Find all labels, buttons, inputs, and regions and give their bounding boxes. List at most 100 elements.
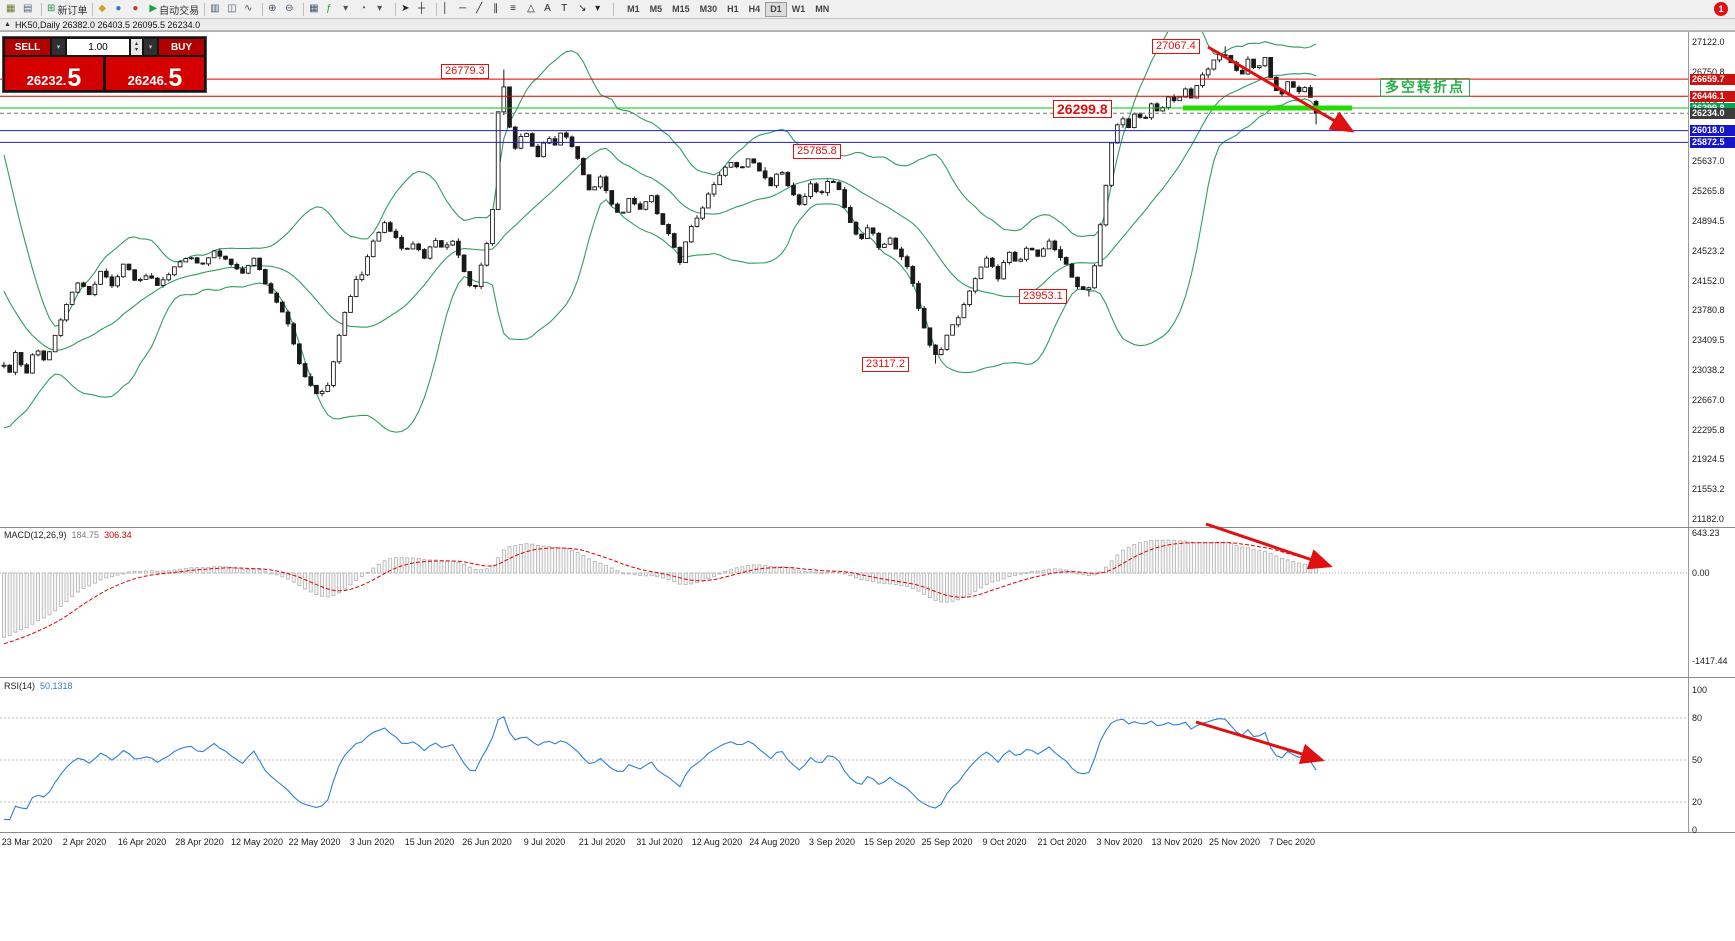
buy-dropdown[interactable]: ▾ — [144, 39, 157, 55]
stepper-up-icon[interactable]: ▴ — [134, 41, 138, 47]
trade-widget-prices: 26232. 5 26246. 5 — [5, 57, 204, 92]
timeframe-group: M1 M5 M15 M30 H1 H4 D1 W1 MN — [622, 1, 834, 17]
text-button[interactable]: A — [542, 1, 559, 18]
chart-title: HK50,Daily 26382.0 26403.5 26095.5 26234… — [14, 19, 201, 30]
timeframe-button-h1[interactable]: H1 — [727, 3, 739, 14]
shapes-icon: △ — [527, 3, 535, 14]
toolbar-separator — [92, 2, 94, 16]
indicators-icon: ƒ — [326, 3, 332, 14]
timeframe-button-m5[interactable]: M5 — [649, 3, 663, 14]
autotrade-button[interactable]: ▶ 自动交易 — [147, 1, 201, 18]
macd-label: MACD(12,26,9) — [4, 530, 67, 540]
objects-dropdown-button[interactable]: ▾ — [375, 1, 392, 18]
macd-header: MACD(12,26,9) 184.75 306.34 — [4, 530, 132, 540]
toolbar-items: ▦ ▤ ⊞ 新订单 ◆ ● ● ▶ 自动交易 ▥ ◫ ∿ ⊕ ⊖ ▦ ƒ ▾ ◔ ▾ ➤ ┼ │ ─ ╱ ∥ ≡ △ A T ↘ ▾ M1 M5… — [4, 0, 834, 18]
sell-dropdown[interactable]: ▾ — [52, 39, 65, 55]
equidistant-channel-icon: ∥ — [493, 3, 499, 14]
text-icon: A — [544, 3, 551, 14]
timeframe-button-d1[interactable]: D1 — [765, 1, 787, 17]
rsi-value: 50.1318 — [40, 681, 73, 691]
toolbar: ▦ ▤ ⊞ 新订单 ◆ ● ● ▶ 自动交易 ▥ ◫ ∿ ⊕ ⊖ ▦ ƒ ▾ ◔ ▾ ➤ ┼ │ ─ ╱ ∥ ≡ △ A T ↘ ▾ M1 M5… — [0, 0, 1735, 19]
community-icon: ● — [132, 3, 139, 14]
buy-button[interactable]: BUY — [159, 39, 204, 55]
horizontal-line-button[interactable]: ─ — [457, 1, 474, 18]
candles-chart-icon: ◫ — [227, 3, 237, 14]
market-watch-button[interactable]: ◆ — [96, 1, 113, 18]
timeframe-button-m15[interactable]: M15 — [672, 3, 690, 14]
toolbar-separator — [204, 2, 206, 16]
profiles-button[interactable]: ▤ — [21, 1, 38, 18]
sell-price-big-digit: 5 — [67, 64, 82, 92]
equidistant-channel-button[interactable]: ∥ — [491, 1, 508, 18]
toolbar-separator — [436, 2, 438, 16]
sell-price-panel[interactable]: 26232. 5 — [5, 57, 103, 92]
toolbar-separator — [395, 2, 397, 16]
notification-badge[interactable]: 1 — [1714, 2, 1728, 16]
bars-chart-button[interactable]: ▥ — [208, 1, 225, 18]
objects-dropdown-icon: ▾ — [377, 3, 383, 14]
objects-list-dropdown-button[interactable]: ▾ — [593, 1, 610, 18]
cursor-icon: ➤ — [401, 3, 410, 14]
market-watch-icon: ◆ — [98, 3, 107, 14]
chart-icon: ▲ — [4, 21, 11, 28]
autotrade-button-label: 自动交易 — [159, 5, 200, 17]
chat-button[interactable]: ● — [113, 1, 130, 18]
volume-stepper[interactable]: ▴ ▾ — [131, 39, 142, 55]
label-button[interactable]: T — [559, 1, 576, 18]
indicators-dropdown-icon: ▾ — [343, 3, 349, 14]
toolbar-separator — [303, 2, 305, 16]
timeframe-button-mn[interactable]: MN — [815, 3, 830, 14]
timeframe-button-m1[interactable]: M1 — [627, 3, 640, 14]
toolbar-separator — [613, 2, 615, 16]
macd-value-signal: 306.34 — [104, 530, 132, 540]
stepper-down-icon[interactable]: ▾ — [134, 47, 138, 53]
one-click-trading-widget: SELL ▾ 1.00 ▴ ▾ ▾ BUY 26232. 5 26246. 5 — [2, 36, 207, 93]
toolbar-separator — [262, 2, 264, 16]
toolbar-separator — [41, 2, 42, 16]
cycles-icon: ◔ — [360, 3, 367, 14]
crosshair-button[interactable]: ┼ — [416, 1, 433, 18]
macd-value-main: 184.75 — [71, 530, 100, 540]
candlestick-series — [1, 32, 1319, 433]
zoom-out-button[interactable]: ⊖ — [283, 1, 300, 18]
zoom-in-button[interactable]: ⊕ — [266, 1, 283, 18]
label-icon: T — [561, 3, 568, 14]
trendline-button[interactable]: ╱ — [474, 1, 491, 18]
rsi-label: RSI(14) — [4, 681, 36, 691]
fibonacci-button[interactable]: ≡ — [508, 1, 525, 18]
vertical-line-button[interactable]: │ — [440, 1, 457, 18]
indicators-dropdown-button[interactable]: ▾ — [341, 1, 358, 18]
cursor-button[interactable]: ➤ — [399, 1, 416, 18]
new-chart-button[interactable]: ▦ — [4, 1, 21, 18]
vertical-line-icon: │ — [442, 3, 449, 14]
tile-windows-icon: ▦ — [309, 3, 319, 14]
fibonacci-icon: ≡ — [510, 3, 516, 14]
tile-windows-button[interactable]: ▦ — [307, 1, 324, 18]
bars-chart-icon: ▥ — [210, 3, 220, 14]
volume-input[interactable]: 1.00 — [67, 39, 129, 55]
trade-widget-controls: SELL ▾ 1.00 ▴ ▾ ▾ BUY — [5, 39, 204, 55]
indicators-button[interactable]: ƒ — [324, 1, 341, 18]
sell-button[interactable]: SELL — [5, 39, 50, 55]
chat-icon: ● — [115, 3, 122, 14]
candles-chart-button[interactable]: ◫ — [225, 1, 242, 18]
timeframe-button-m30[interactable]: M30 — [699, 3, 718, 14]
trend-arrow — [1205, 522, 1333, 570]
timeframe-button-h4[interactable]: H4 — [748, 3, 761, 14]
arrows-icon: ↘ — [578, 3, 587, 14]
sell-price: 26232. — [26, 72, 67, 88]
zoom-out-icon: ⊖ — [285, 3, 294, 14]
arrows-button[interactable]: ↘ — [576, 1, 593, 18]
buy-price-big-digit: 5 — [168, 64, 183, 92]
shapes-button[interactable]: △ — [525, 1, 542, 18]
line-chart-button[interactable]: ∿ — [242, 1, 259, 18]
community-button[interactable]: ● — [130, 1, 147, 18]
new-order-button-label: 新订单 — [57, 5, 88, 17]
buy-price-panel[interactable]: 26246. 5 — [106, 57, 204, 92]
new-order-button[interactable]: ⊞ 新订单 — [45, 1, 89, 18]
timeframe-button-w1[interactable]: W1 — [791, 3, 806, 14]
cycles-button[interactable]: ◔ — [358, 1, 375, 18]
new-chart-icon: ▦ — [6, 3, 16, 14]
